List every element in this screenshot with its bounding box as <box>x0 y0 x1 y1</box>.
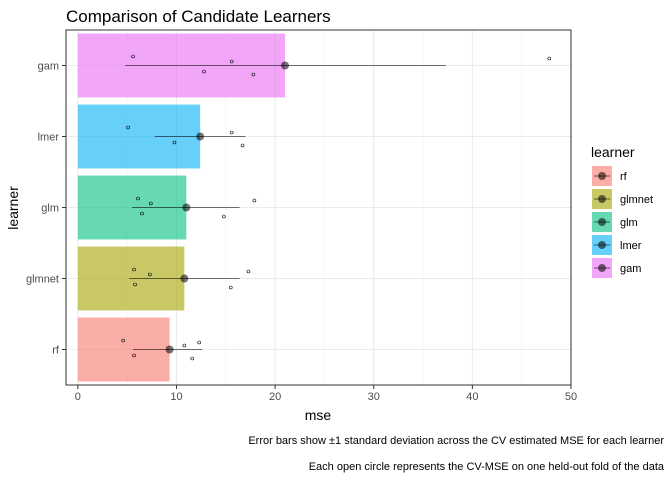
x-tick-label: 10 <box>170 391 182 403</box>
fold-point-glm <box>222 214 226 219</box>
fold-point-lmer <box>240 143 245 148</box>
fold-point-rf <box>197 340 201 345</box>
x-tick-label: 50 <box>565 391 577 403</box>
fold-point-gam <box>251 72 256 77</box>
fold-point-glmnet <box>228 285 233 290</box>
fold-point-gam <box>202 69 206 74</box>
fold-point-glm <box>140 211 144 216</box>
legend-label-glm: glm <box>620 217 638 229</box>
y-tick-label: glm <box>41 203 59 215</box>
fold-point-gam <box>131 54 135 59</box>
mean-point-glmnet <box>180 274 189 283</box>
fold-point-glmnet <box>246 269 251 274</box>
fold-points <box>121 54 552 361</box>
legend-label-lmer: lmer <box>620 240 642 252</box>
fold-point-rf <box>190 356 195 361</box>
fold-point-rf <box>132 353 136 358</box>
fold-point-gam <box>229 59 234 64</box>
legend-items: rf glmnet glm lmer gam <box>592 166 653 278</box>
fold-point-lmer <box>172 140 177 145</box>
fold-point-lmer <box>229 130 234 135</box>
y-tick-label: rf <box>52 345 60 357</box>
legend-label-gam: gam <box>620 263 641 275</box>
error-bars <box>125 61 446 354</box>
fold-point-gam <box>547 56 552 61</box>
x-axis-ticks: 0 10 20 30 40 50 <box>75 385 577 403</box>
legend-key-point-rf <box>598 172 606 180</box>
y-axis-title: learner <box>5 186 21 230</box>
x-tick-label: 40 <box>466 391 478 403</box>
legend-key-point-lmer <box>598 241 606 249</box>
chart-title: Comparison of Candidate Learners <box>66 7 331 26</box>
y-tick-label: lmer <box>38 132 60 144</box>
x-tick-label: 20 <box>269 391 281 403</box>
caption-error-bars: Error bars show ±1 standard deviation ac… <box>248 435 664 447</box>
fold-point-glmnet <box>133 282 137 287</box>
fold-point-glm <box>252 198 257 203</box>
legend-label-glmnet: glmnet <box>620 194 653 206</box>
legend-label-rf: rf <box>620 171 628 183</box>
mean-point-lmer <box>196 132 205 141</box>
legend-key-point-glmnet <box>598 195 606 203</box>
legend: learner rf glmnet glm lmer gam <box>591 144 653 278</box>
fold-point-glm <box>136 196 140 201</box>
fold-point-lmer <box>126 125 130 130</box>
x-tick-label: 30 <box>368 391 380 403</box>
legend-key-point-glm <box>598 218 606 226</box>
y-tick-label: gam <box>38 61 59 73</box>
fold-point-rf <box>182 343 187 348</box>
legend-title: learner <box>591 144 635 160</box>
fold-point-glmnet <box>148 272 152 277</box>
fold-point-glmnet <box>132 267 136 272</box>
mean-point-gam <box>280 61 289 70</box>
fold-point-rf <box>121 338 126 343</box>
mean-point-glm <box>182 203 191 212</box>
y-axis-ticks: rf glmnet glm lmer gam <box>26 61 66 357</box>
x-axis-title: mse <box>305 407 332 423</box>
y-tick-label: glmnet <box>26 274 59 286</box>
caption-fold-points: Each open circle represents the CV-MSE o… <box>309 461 665 473</box>
legend-key-point-gam <box>598 264 606 272</box>
mean-point-rf <box>165 345 174 354</box>
fold-point-glm <box>149 201 153 206</box>
x-tick-label: 0 <box>75 391 81 403</box>
